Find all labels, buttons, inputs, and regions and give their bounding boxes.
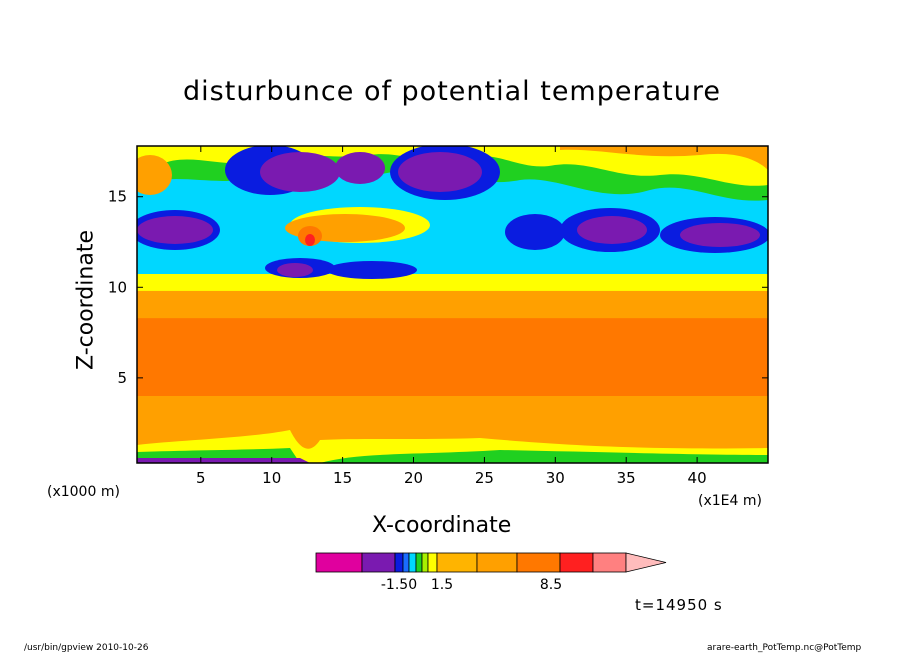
x-tick-label: 10	[262, 469, 281, 487]
upper-orange-right	[560, 146, 768, 170]
contour-layers	[137, 260, 768, 463]
mid-purple-right-1	[577, 216, 647, 244]
x-ticks: 5 10 15 20 25 30 35 40	[196, 146, 707, 487]
x-tick-label: 35	[617, 469, 636, 487]
time-label: t=14950 s	[635, 596, 723, 614]
x-tick-label: 25	[475, 469, 494, 487]
x-tick-label: 20	[404, 469, 423, 487]
colorbar-segment	[361, 552, 396, 573]
lower-blue-2	[327, 261, 417, 279]
bottom-green-right	[320, 450, 768, 463]
colorbar-segment	[592, 552, 627, 573]
y-tick-label: 5	[117, 369, 127, 387]
colorbar: -1.50 1.5 8.5	[315, 552, 667, 593]
y-ticks: 5 10 15	[108, 188, 768, 387]
x-tick-label: 5	[196, 469, 206, 487]
x-tick-label: 30	[546, 469, 565, 487]
x-tick-label: 40	[688, 469, 707, 487]
footer-source: arare-earth_PotTemp.nc@PotTemp	[707, 643, 862, 653]
plot-area	[137, 146, 768, 463]
layer-middle	[137, 318, 768, 396]
colorbar-label: 1.5	[431, 577, 453, 593]
x-tick-label: 15	[333, 469, 352, 487]
colorbar-segment	[315, 552, 363, 573]
y-axis-label: Z-coordinate	[73, 230, 99, 370]
mid-red	[305, 234, 315, 246]
colorbar-segment	[394, 552, 404, 573]
colorbar-segment	[476, 552, 518, 573]
upper-region	[137, 146, 768, 279]
colorbar-label: 8.5	[540, 577, 562, 593]
colorbar-segment	[436, 552, 478, 573]
colorbar-segment	[421, 552, 429, 573]
colorbar-segment	[559, 552, 594, 573]
upper-purple-2	[398, 152, 482, 192]
bottom-region	[137, 430, 768, 463]
x-unit-right: (x1E4 m)	[698, 493, 762, 509]
upper-purple-3	[335, 152, 385, 184]
colorbar-segment	[427, 552, 438, 573]
colorbar-label: -1.50	[381, 577, 417, 593]
plot-frame	[136, 145, 769, 464]
footer-program: /usr/bin/gpview 2010-10-26	[24, 643, 149, 653]
x-axis-label: X-coordinate	[372, 513, 512, 538]
colorbar-segment	[516, 552, 561, 573]
colorbar-arrow	[625, 552, 667, 573]
upper-purple-1	[260, 152, 340, 192]
mid-purple-right-2	[680, 223, 760, 247]
mid-blue-right-3	[505, 214, 565, 250]
upper-yellow	[137, 146, 768, 186]
lower-purple	[277, 263, 313, 277]
x-unit-left: (x1000 m)	[47, 484, 120, 500]
bottom-purple	[137, 458, 310, 463]
chart-title: disturbunce of potential temperature	[183, 76, 721, 107]
layer-upper-stable	[137, 290, 768, 319]
colorbar-segment	[415, 552, 423, 573]
colorbar-segment	[408, 552, 417, 573]
left-orange-blob	[137, 155, 172, 195]
y-tick-label: 15	[108, 188, 127, 206]
mid-purple-left	[137, 216, 213, 244]
y-tick-label: 10	[108, 278, 127, 296]
colorbar-segment	[402, 552, 410, 573]
